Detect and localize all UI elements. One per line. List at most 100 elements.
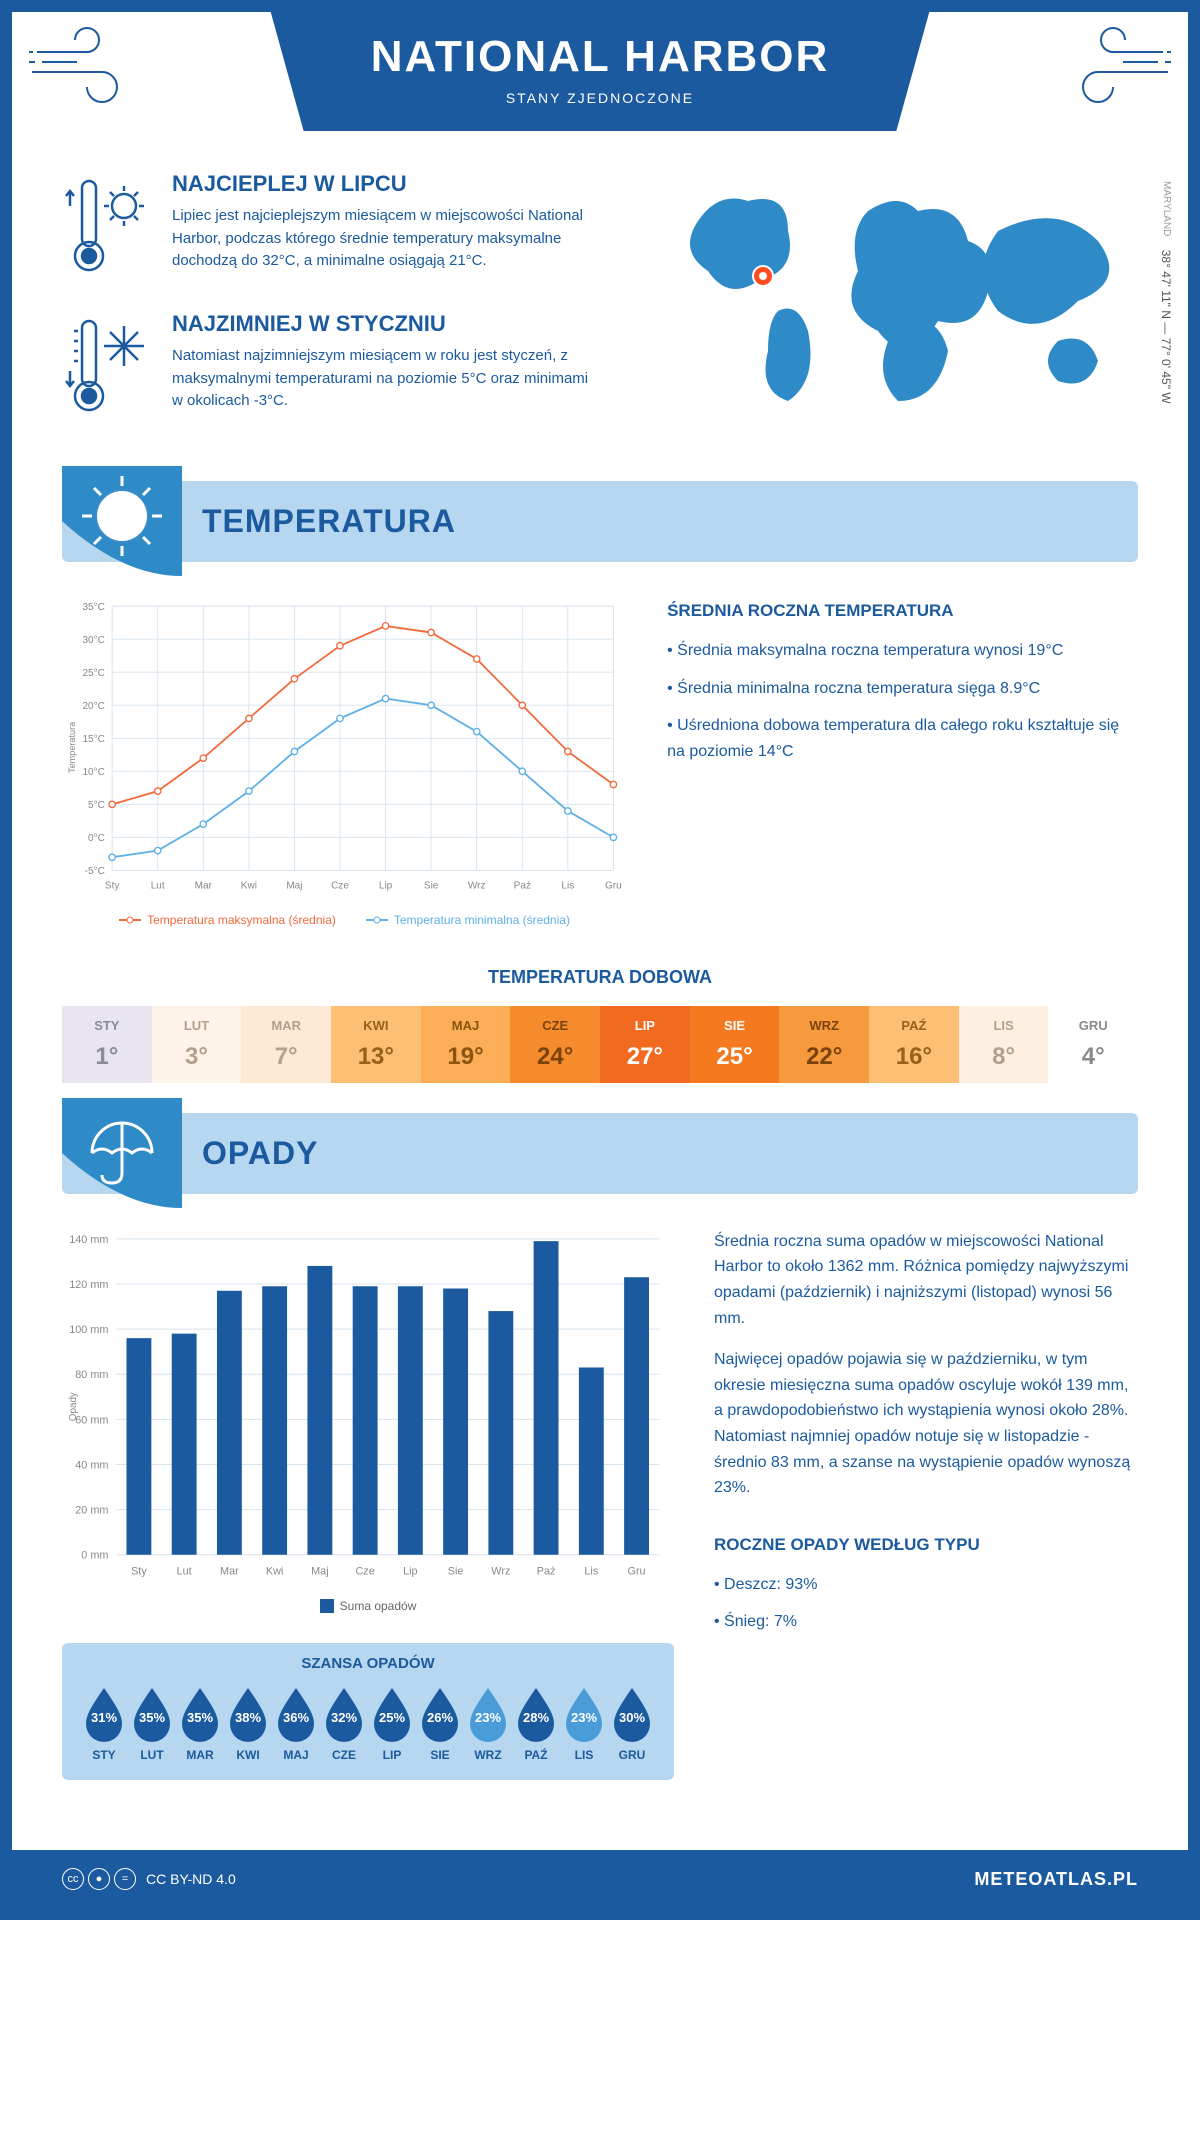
svg-text:Lis: Lis <box>561 881 574 892</box>
header: NATIONAL HARBOR STANY ZJEDNOCZONE <box>12 12 1188 131</box>
daily-value: 4° <box>1048 1043 1138 1071</box>
temperature-averages: ŚREDNIA ROCZNA TEMPERATURA Średnia maksy… <box>667 597 1138 927</box>
svg-text:30°C: 30°C <box>82 635 104 646</box>
nd-icon: = <box>114 1868 136 1890</box>
thermo-cold-icon <box>62 311 152 421</box>
daily-month: STY <box>62 1018 152 1033</box>
daily-value: 16° <box>869 1043 959 1071</box>
daily-cell: STY 1° <box>62 1006 152 1083</box>
daily-value: 19° <box>421 1043 511 1071</box>
daily-cell: SIE 25° <box>690 1006 780 1083</box>
svg-text:Sty: Sty <box>131 1565 147 1577</box>
summary-title: NAJCIEPLEJ W LIPCU <box>172 171 598 197</box>
daily-month: GRU <box>1048 1018 1138 1033</box>
sun-icon <box>62 466 182 576</box>
chance-month: MAR <box>176 1748 224 1762</box>
svg-text:Temperatura: Temperatura <box>67 721 77 773</box>
chance-value: 26% <box>427 1710 453 1725</box>
svg-text:35°C: 35°C <box>82 602 104 613</box>
svg-text:15°C: 15°C <box>82 734 104 745</box>
chance-value: 23% <box>571 1710 597 1725</box>
temperature-title: TEMPERATURA <box>202 503 1138 540</box>
average-item: Średnia maksymalna roczna temperatura wy… <box>667 638 1138 664</box>
chance-value: 28% <box>523 1710 549 1725</box>
summaries: NAJCIEPLEJ W LIPCU Lipiec jest najcieple… <box>62 171 598 451</box>
daily-cell: GRU 4° <box>1048 1006 1138 1083</box>
daily-month: WRZ <box>779 1018 869 1033</box>
daily-month: KWI <box>331 1018 421 1033</box>
chance-box: SZANSA OPADÓW 31% STY 35% LUT 35% MAR 38… <box>62 1643 674 1780</box>
summary-thermo-hot: NAJCIEPLEJ W LIPCU Lipiec jest najcieple… <box>62 171 598 281</box>
daily-value: 1° <box>62 1043 152 1071</box>
chance-value: 23% <box>475 1710 501 1725</box>
svg-text:Kwi: Kwi <box>241 881 257 892</box>
chance-month: LIP <box>368 1748 416 1762</box>
temperature-header: TEMPERATURA <box>62 481 1138 562</box>
type-item: Śnieg: 7% <box>714 1609 1138 1635</box>
site-name: METEOATLAS.PL <box>974 1869 1138 1890</box>
daily-cell: LUT 3° <box>152 1006 242 1083</box>
chance-month: MAJ <box>272 1748 320 1762</box>
daily-month: MAJ <box>421 1018 511 1033</box>
precipitation-header: OPADY <box>62 1113 1138 1194</box>
daily-value: 8° <box>959 1043 1049 1071</box>
cc-icons: cc ● = <box>62 1868 136 1890</box>
content: NAJCIEPLEJ W LIPCU Lipiec jest najcieple… <box>12 171 1188 1810</box>
precipitation-chart-col: 0 mm20 mm40 mm60 mm80 mm100 mm120 mm140 … <box>62 1229 674 1780</box>
chance-cell: 31% STY <box>80 1684 128 1762</box>
daily-month: MAR <box>241 1018 331 1033</box>
precip-legend-label: Suma opadów <box>340 1599 417 1613</box>
precipitation-text: Średnia roczna suma opadów w miejscowośc… <box>714 1229 1138 1780</box>
chance-month: GRU <box>608 1748 656 1762</box>
chance-month: SIE <box>416 1748 464 1762</box>
summary-title: NAJZIMNIEJ W STYCZNIU <box>172 311 598 337</box>
chance-value: 35% <box>139 1710 165 1725</box>
daily-value: 27° <box>600 1043 690 1071</box>
chance-cell: 25% LIP <box>368 1684 416 1762</box>
svg-text:Paź: Paź <box>537 1565 556 1577</box>
svg-text:Maj: Maj <box>311 1565 328 1577</box>
svg-text:Opady: Opady <box>68 1392 79 1421</box>
svg-text:Paź: Paź <box>514 881 531 892</box>
chance-month: CZE <box>320 1748 368 1762</box>
region-label: MARYLAND <box>1161 181 1172 236</box>
daily-value: 7° <box>241 1043 331 1071</box>
chance-cell: 26% SIE <box>416 1684 464 1762</box>
precip-paragraph: Najwięcej opadów pojawia się w październ… <box>714 1347 1138 1501</box>
intro-row: NAJCIEPLEJ W LIPCU Lipiec jest najcieple… <box>62 171 1138 451</box>
chance-value: 31% <box>91 1710 117 1725</box>
by-icon: ● <box>88 1868 110 1890</box>
drop-icon: 26% <box>416 1684 464 1742</box>
summary-thermo-cold: NAJZIMNIEJ W STYCZNIU Natomiast najzimni… <box>62 311 598 421</box>
chance-value: 38% <box>235 1710 261 1725</box>
daily-value: 22° <box>779 1043 869 1071</box>
svg-text:Kwi: Kwi <box>266 1565 283 1577</box>
chance-cell: 35% MAR <box>176 1684 224 1762</box>
chance-month: KWI <box>224 1748 272 1762</box>
page-root: NATIONAL HARBOR STANY ZJEDNOCZONE <box>0 0 1200 1920</box>
type-item: Deszcz: 93% <box>714 1572 1138 1598</box>
chance-month: STY <box>80 1748 128 1762</box>
daily-cell: MAR 7° <box>241 1006 331 1083</box>
drop-icon: 35% <box>176 1684 224 1742</box>
svg-text:10°C: 10°C <box>82 767 104 778</box>
svg-text:Lut: Lut <box>177 1565 192 1577</box>
map-block: MARYLAND 38° 47' 11" N — 77° 0' 45" W <box>638 171 1138 451</box>
svg-text:Lip: Lip <box>403 1565 417 1577</box>
daily-cell: PAŹ 16° <box>869 1006 959 1083</box>
svg-text:20 mm: 20 mm <box>75 1504 108 1516</box>
drop-icon: 23% <box>464 1684 512 1742</box>
wind-icon-left <box>12 12 162 122</box>
svg-text:140 mm: 140 mm <box>69 1234 108 1246</box>
svg-text:Lip: Lip <box>379 881 393 892</box>
chance-cell: 30% GRU <box>608 1684 656 1762</box>
svg-text:Mar: Mar <box>195 881 213 892</box>
svg-text:60 mm: 60 mm <box>75 1414 108 1426</box>
averages-list: Średnia maksymalna roczna temperatura wy… <box>667 638 1138 764</box>
daily-cell: MAJ 19° <box>421 1006 511 1083</box>
chance-value: 32% <box>331 1710 357 1725</box>
svg-text:5°C: 5°C <box>88 800 105 811</box>
svg-text:Sie: Sie <box>424 881 439 892</box>
chance-value: 36% <box>283 1710 309 1725</box>
chance-month: WRZ <box>464 1748 512 1762</box>
